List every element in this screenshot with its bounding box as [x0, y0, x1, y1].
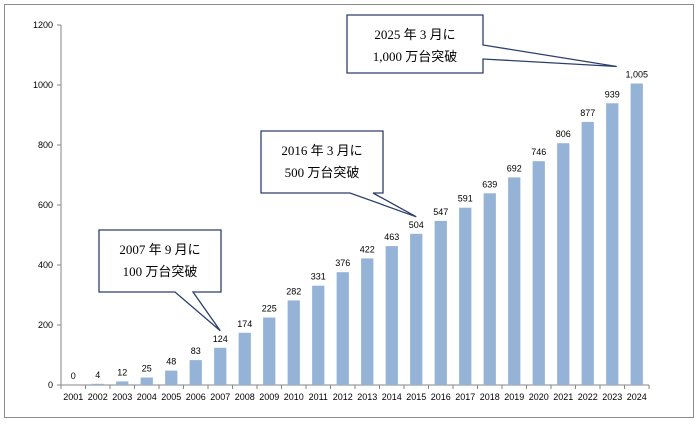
bar — [189, 360, 202, 385]
x-tick-label: 2011 — [309, 392, 328, 402]
data-label: 0 — [71, 371, 76, 381]
x-tick-label: 2015 — [406, 392, 426, 402]
data-labels: 0 4 12 25 48 83 124 174 225 282 331 376 422 463 504 547… — [71, 70, 648, 382]
axes: 0 200 400 600 800 1000 1200 2001 2002 2003 2004 200… — [33, 20, 650, 402]
data-label: 422 — [360, 244, 375, 254]
x-tick-label: 2022 — [578, 392, 598, 402]
data-label: 174 — [237, 319, 252, 329]
data-label: 331 — [311, 272, 326, 282]
bar — [557, 143, 570, 385]
data-label: 225 — [262, 304, 277, 314]
chart-frame: 0 200 400 600 800 1000 1200 2001 2002 2003 2004 200… — [4, 4, 694, 418]
data-label: 591 — [458, 194, 473, 204]
callouts: 2007 年 9 月に 100 万台突破 2016 年 3 月に 500 万台突破 20… — [98, 14, 617, 332]
x-tick-label: 2018 — [480, 392, 500, 402]
bar — [336, 272, 349, 385]
data-label: 806 — [556, 129, 571, 139]
data-label: 463 — [384, 232, 399, 242]
data-label: 376 — [335, 258, 350, 268]
bar — [483, 193, 496, 385]
bars — [91, 83, 643, 386]
data-label: 877 — [580, 108, 595, 118]
data-label: 12 — [117, 367, 127, 377]
y-tick-label: 200 — [38, 320, 53, 330]
bar — [459, 207, 472, 385]
bar — [630, 83, 643, 385]
data-label: 25 — [142, 364, 152, 374]
bar — [581, 121, 594, 386]
bar — [385, 246, 398, 385]
bar — [434, 220, 447, 385]
x-tick-label: 2004 — [137, 392, 157, 402]
x-tick-label: 2001 — [63, 392, 83, 402]
callout-box — [260, 130, 417, 218]
bar-chart: 0 200 400 600 800 1000 1200 2001 2002 2003 2004 200… — [33, 14, 650, 402]
data-label: 504 — [409, 220, 424, 230]
data-label: 939 — [605, 89, 620, 99]
callout-text: 2025 年 3 月に — [374, 27, 455, 42]
bar — [214, 347, 227, 385]
data-label: 48 — [166, 357, 176, 367]
y-tick-label: 0 — [48, 380, 53, 390]
y-tick-label: 1000 — [33, 80, 53, 90]
callout-text: 500 万台突破 — [285, 165, 360, 180]
bar — [165, 370, 178, 385]
data-label: 124 — [213, 334, 228, 344]
x-tick-label: 2019 — [504, 392, 524, 402]
y-tick-label: 600 — [38, 200, 53, 210]
x-tick-label: 2007 — [210, 392, 230, 402]
x-tick-label: 2006 — [186, 392, 206, 402]
x-tick-label: 2002 — [88, 392, 108, 402]
x-tick-label: 2003 — [112, 392, 132, 402]
x-tick-label: 2014 — [382, 392, 402, 402]
x-tick-label: 2010 — [284, 392, 304, 402]
x-tick-label: 2023 — [602, 392, 622, 402]
data-label: 547 — [433, 207, 448, 217]
bar — [263, 317, 276, 385]
x-tick-label: 2017 — [455, 392, 475, 402]
bar — [410, 233, 423, 385]
callout-text: 2007 年 9 月に — [119, 242, 200, 257]
x-tick-label: 2021 — [553, 392, 573, 402]
x-tick-label: 2024 — [627, 392, 647, 402]
data-label: 4 — [95, 370, 100, 380]
data-label: 1,005 — [625, 70, 648, 80]
x-tick-label: 2012 — [333, 392, 353, 402]
bar — [532, 161, 545, 385]
data-label: 639 — [482, 179, 497, 189]
y-tick-label: 1200 — [33, 20, 53, 30]
x-tick-label: 2009 — [259, 392, 279, 402]
data-label: 282 — [286, 286, 301, 296]
x-tick-label: 2008 — [235, 392, 255, 402]
y-tick-label: 800 — [38, 140, 53, 150]
x-tick-label: 2013 — [357, 392, 377, 402]
callout-text: 2016 年 3 月に — [281, 143, 362, 158]
data-label: 746 — [531, 147, 546, 157]
y-tick-label: 400 — [38, 260, 53, 270]
callout-text: 1,000 万台突破 — [373, 49, 458, 64]
bar — [116, 381, 129, 385]
data-label: 692 — [507, 163, 522, 173]
bar — [312, 285, 325, 385]
bar — [238, 332, 251, 385]
callout-text: 100 万台突破 — [123, 264, 198, 279]
bar — [361, 258, 374, 385]
data-label: 83 — [191, 346, 201, 356]
x-tick-label: 2020 — [529, 392, 549, 402]
x-tick-label: 2005 — [161, 392, 181, 402]
x-tick-label: 2016 — [431, 392, 451, 402]
callout-box — [98, 229, 222, 332]
bar — [508, 177, 521, 385]
bar — [91, 383, 104, 385]
bar — [140, 377, 153, 385]
callout-box — [346, 14, 617, 74]
bar — [287, 300, 300, 385]
bar — [606, 103, 619, 386]
